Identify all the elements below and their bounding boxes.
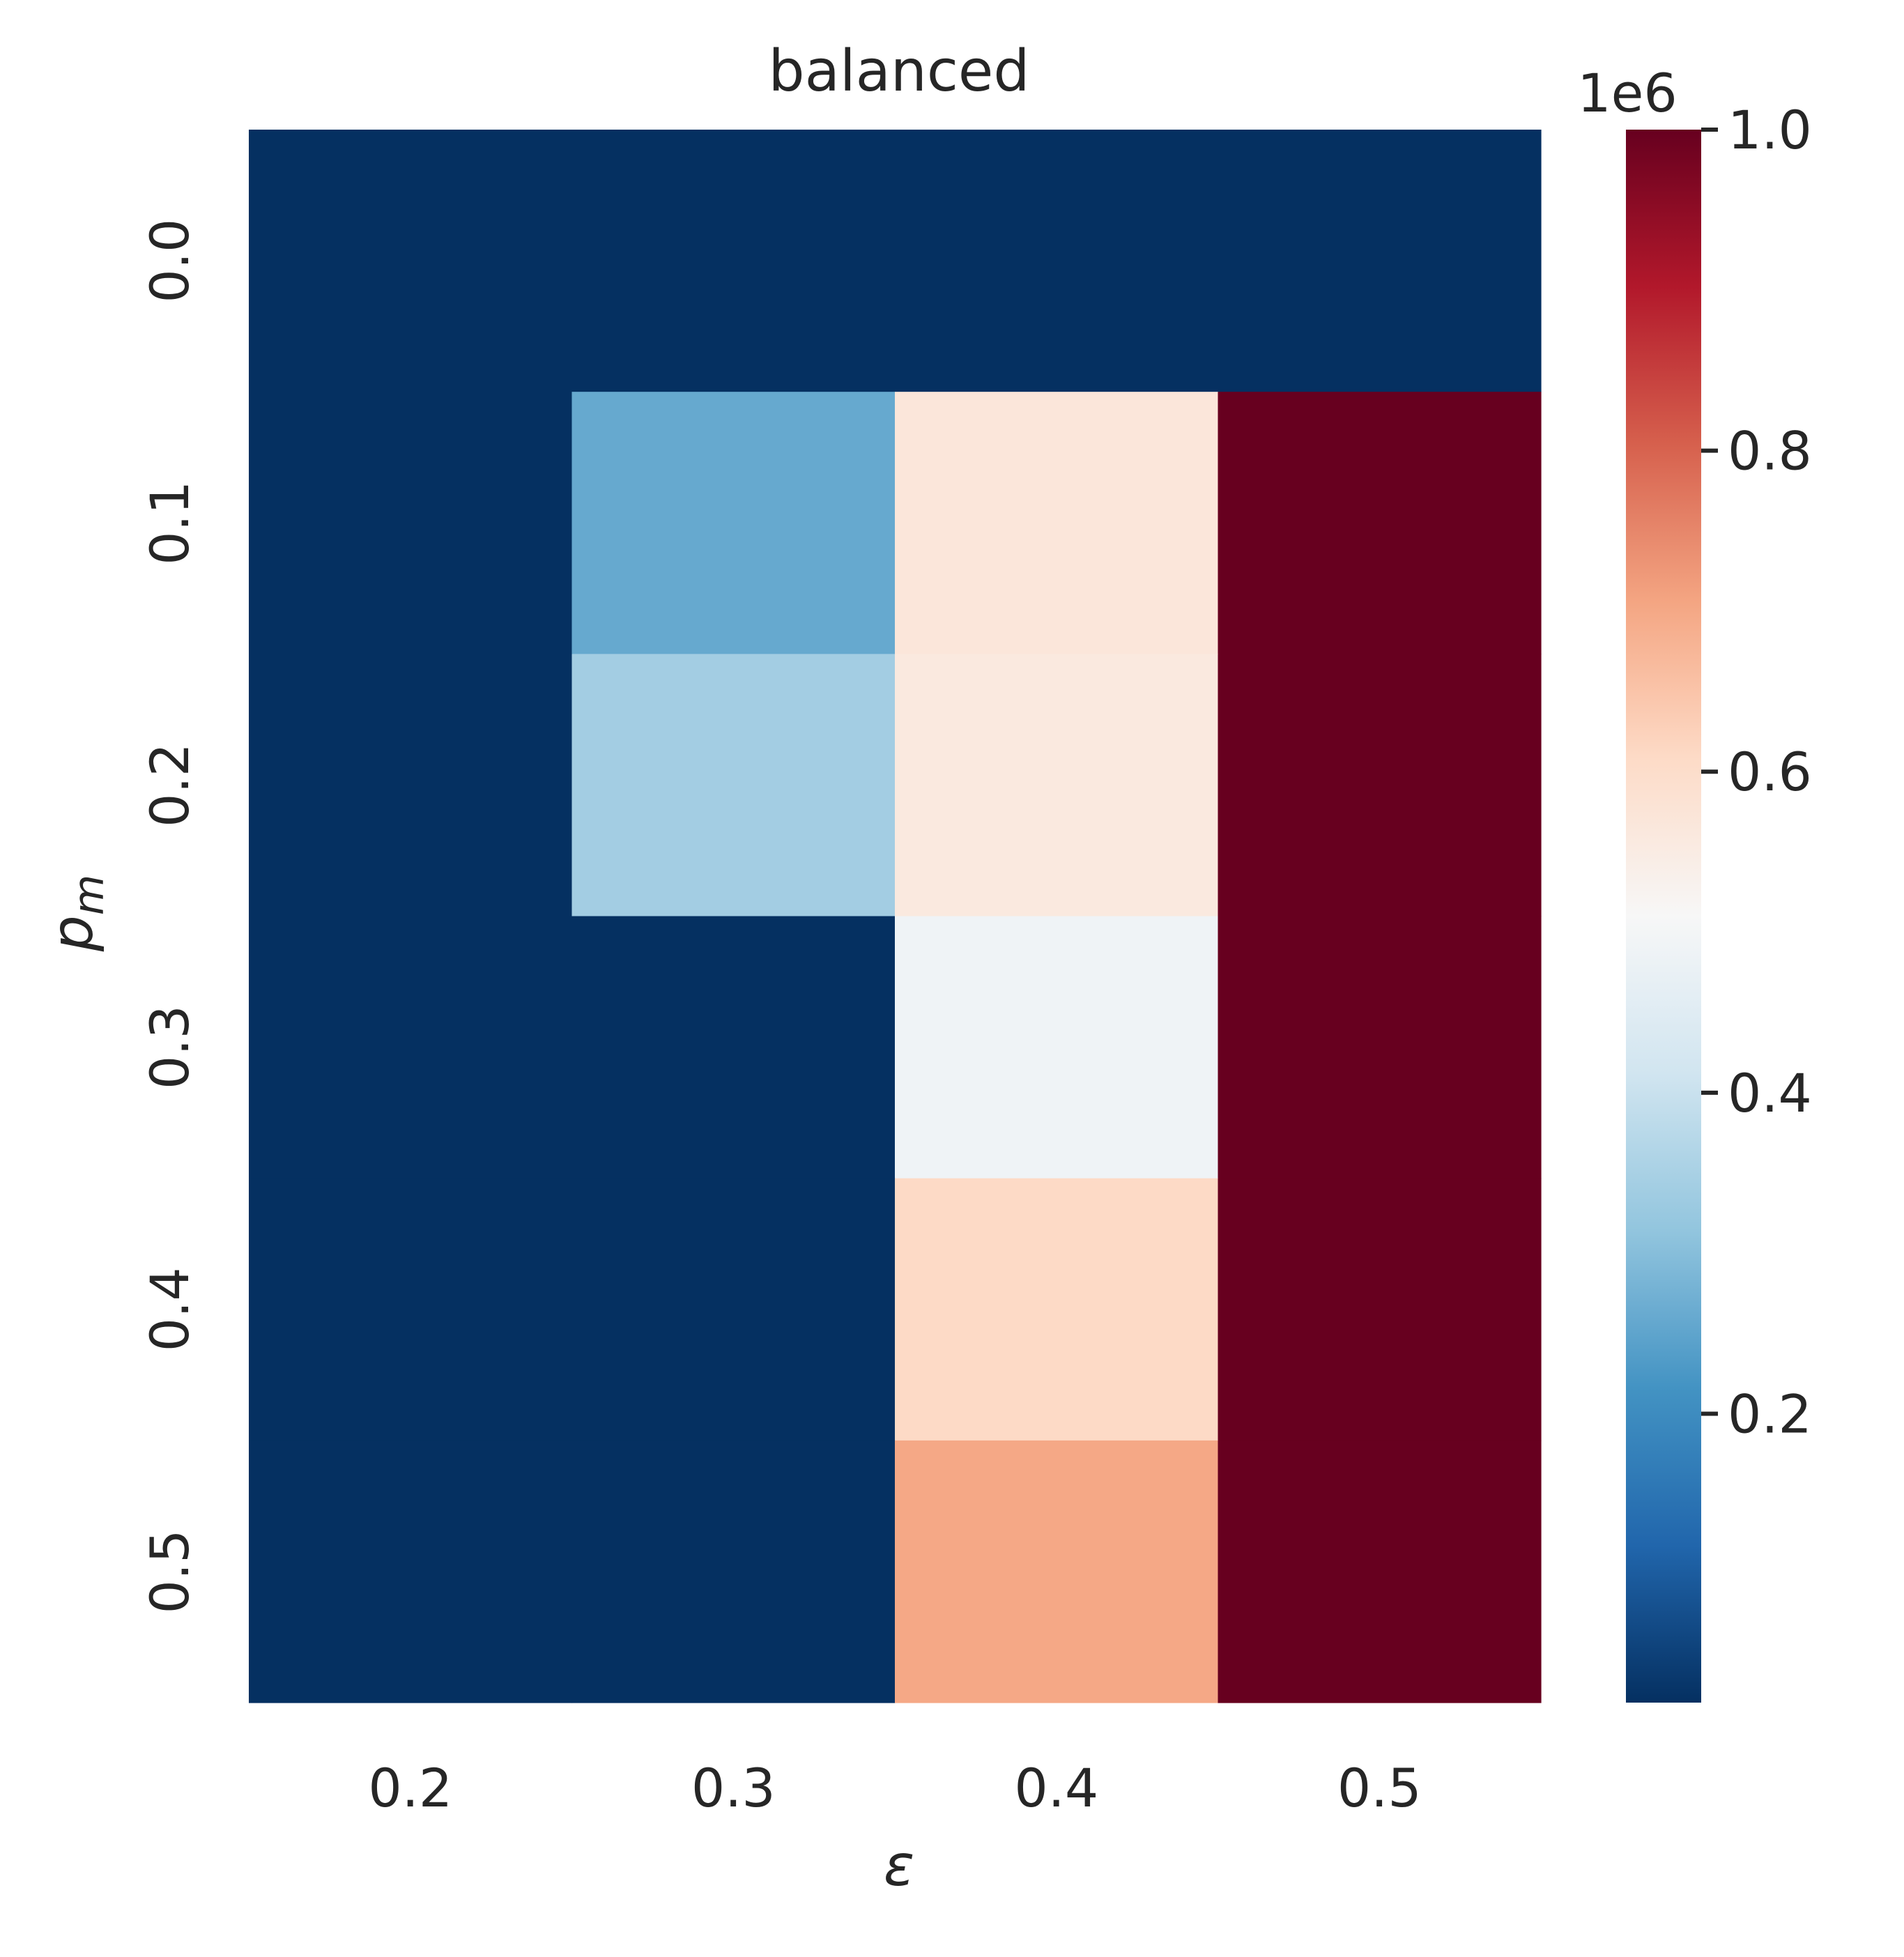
colorbar-tick-label: 0.6	[1728, 741, 1812, 803]
heatmap-cell	[571, 1178, 896, 1441]
heatmap-cell	[1218, 130, 1542, 392]
y-tick-labels: 0.0 0.1 0.2 0.3 0.4 0.5	[139, 219, 201, 1614]
heatmap-cell	[1218, 392, 1542, 654]
x-tick-label: 0.4	[1014, 1757, 1098, 1819]
y-tick-label: 0.4	[139, 1267, 201, 1351]
heatmap-cell	[1218, 1440, 1542, 1703]
heatmap-cell	[571, 654, 896, 917]
x-tick-labels: 0.2 0.3 0.4 0.5	[368, 1757, 1421, 1819]
x-tick-label: 0.2	[368, 1757, 452, 1819]
heatmap-cell	[249, 130, 573, 392]
x-axis-label: ε	[884, 1833, 914, 1899]
colorbar-tick-label: 1.0	[1728, 99, 1812, 161]
heatmap-cell	[571, 130, 896, 392]
heatmap-cell	[571, 916, 896, 1179]
y-tick-label: 0.2	[139, 743, 201, 827]
heatmap-cell	[895, 392, 1219, 654]
heatmap-cell	[249, 1178, 573, 1441]
heatmap-cell	[1218, 916, 1542, 1179]
colorbar-offset-label: 1e6	[1577, 62, 1677, 124]
heatmap-cell	[249, 392, 573, 654]
chart-title: balanced	[769, 38, 1030, 105]
heatmap-cell	[249, 1440, 573, 1703]
heatmap-cell	[571, 1440, 896, 1703]
heatmap-cell	[895, 916, 1219, 1179]
heatmap-cell	[1218, 654, 1542, 917]
colorbar-ticks: 0.2 0.4 0.6 0.8 1.0	[1701, 99, 1812, 1445]
x-tick-label: 0.3	[691, 1757, 776, 1819]
x-tick-label: 0.5	[1337, 1757, 1422, 1819]
colorbar-tick-label: 0.8	[1728, 420, 1812, 482]
y-axis-label: pm	[40, 875, 114, 953]
heatmap-cell	[895, 1440, 1219, 1703]
heatmap-cell	[1218, 1178, 1542, 1441]
y-tick-label: 0.0	[139, 219, 201, 303]
heatmap-cell	[249, 654, 573, 917]
colorbar-tick-label: 0.4	[1728, 1062, 1812, 1124]
colorbar-tick-label: 0.2	[1728, 1383, 1812, 1445]
y-tick-label: 0.5	[139, 1529, 201, 1613]
heatmap-cell	[895, 1178, 1219, 1441]
heatmap-cell	[571, 392, 896, 654]
heatmap-cell	[895, 130, 1219, 392]
heatmap-cells	[249, 130, 1542, 1703]
y-axis-label-main: p	[40, 915, 106, 952]
y-tick-label: 0.3	[139, 1005, 201, 1089]
y-axis-label-sub: m	[65, 875, 114, 915]
y-tick-label: 0.1	[139, 481, 201, 565]
heatmap-cell	[895, 654, 1219, 917]
heatmap-cell	[249, 916, 573, 1179]
colorbar	[1626, 130, 1701, 1703]
